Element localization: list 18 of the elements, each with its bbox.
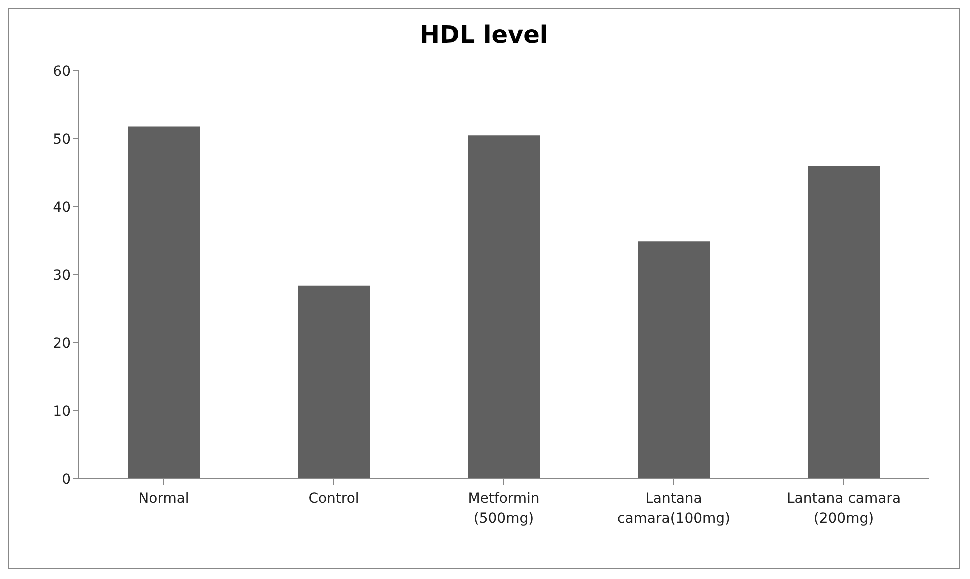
bar xyxy=(808,166,880,479)
x-tick-label: Lantana camara(100mg) xyxy=(618,491,730,527)
y-tick-label: 30 xyxy=(53,268,71,284)
y-tick-label: 60 xyxy=(53,64,71,80)
x-tick-label: Metformin (500mg) xyxy=(468,491,540,527)
y-tick-label: 40 xyxy=(53,200,71,216)
bar xyxy=(468,136,540,479)
x-tick-label: Control xyxy=(308,491,360,507)
y-tick-label: 10 xyxy=(53,404,71,420)
y-tick-label: 20 xyxy=(53,336,71,352)
y-tick-label: 50 xyxy=(53,132,71,148)
chart-title: HDL level xyxy=(418,21,550,49)
bar xyxy=(128,126,200,479)
y-tick-label: 0 xyxy=(62,472,71,488)
x-tick-label: Lantana camara (200mg) xyxy=(786,491,902,527)
x-tick-label: Normal xyxy=(138,491,190,507)
bar xyxy=(638,242,710,479)
bar xyxy=(298,286,370,479)
